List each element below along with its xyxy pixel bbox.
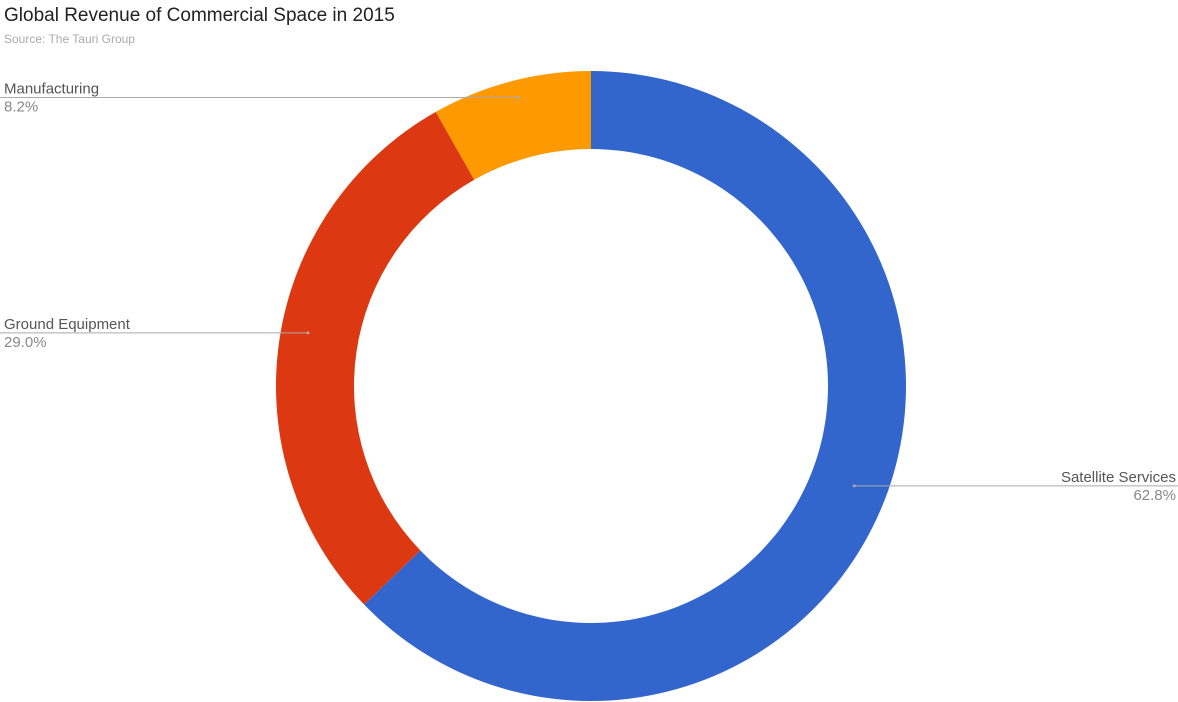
slice-label: Ground Equipment [4, 316, 131, 333]
slice-value-label: 29.0% [4, 334, 47, 351]
slice-value-label: 62.8% [1133, 487, 1176, 504]
leader-dot [516, 95, 520, 99]
leader-dot [306, 331, 310, 335]
chart-title: Global Revenue of Commercial Space in 20… [4, 5, 395, 26]
slice-label: Manufacturing [4, 80, 99, 97]
slice-label: Satellite Services [1061, 469, 1176, 486]
leader-dot [852, 484, 856, 488]
donut-slice [435, 71, 591, 180]
donut-slice [276, 111, 475, 605]
chart-subtitle: Source: The Tauri Group [4, 32, 135, 46]
donut-slice [364, 71, 907, 701]
slice-value-label: 8.2% [4, 98, 38, 115]
